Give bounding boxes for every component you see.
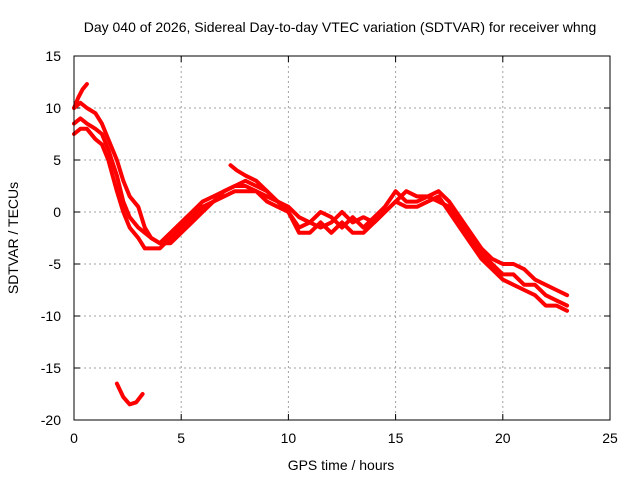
x-tick-label: 25 xyxy=(602,430,618,446)
chart-title: Day 040 of 2026, Sidereal Day-to-day VTE… xyxy=(84,19,597,35)
y-tick-label: -5 xyxy=(49,256,62,272)
series-line-trace-5 xyxy=(114,381,145,407)
y-tick-label: -20 xyxy=(41,412,61,428)
y-tick-label: 15 xyxy=(45,48,61,64)
x-tick-label: 5 xyxy=(177,430,185,446)
y-tick-label: 5 xyxy=(53,152,61,168)
y-axis-label: SDTVAR / TECUs xyxy=(5,182,21,294)
plot-frame xyxy=(73,55,611,421)
y-tick-label: -15 xyxy=(41,360,61,376)
series-line-trace-6 xyxy=(228,163,269,194)
axis-ticks: 0 5 10 15 20 25 -20 -15 -10 -5 0 5 10 15 xyxy=(41,48,618,446)
x-tick-label: 20 xyxy=(495,430,511,446)
grid-lines xyxy=(74,56,610,420)
y-tick-label: 0 xyxy=(53,204,61,220)
series-line-trace-2 xyxy=(72,116,570,308)
series-line-trace-3 xyxy=(72,126,570,313)
series-line-trace-4 xyxy=(72,82,89,110)
x-tick-label: 10 xyxy=(281,430,297,446)
x-tick-label: 0 xyxy=(70,430,78,446)
data-series xyxy=(72,82,570,407)
y-tick-label: -10 xyxy=(41,308,61,324)
x-axis-label: GPS time / hours xyxy=(288,457,395,473)
series-line-trace-1 xyxy=(72,100,570,298)
x-tick-label: 15 xyxy=(388,430,404,446)
y-tick-label: 10 xyxy=(45,100,61,116)
